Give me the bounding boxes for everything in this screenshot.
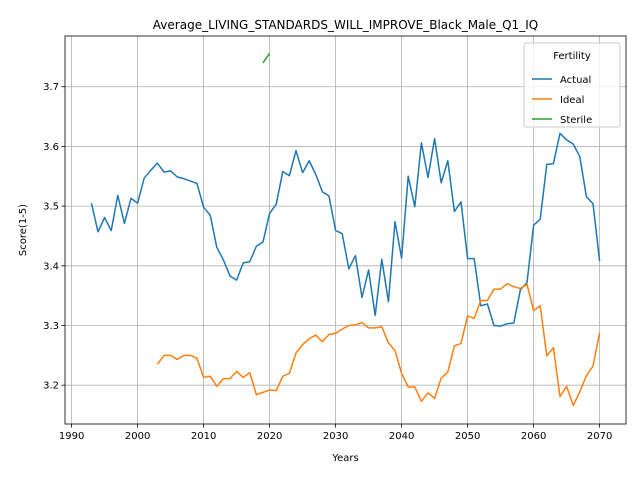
series-line-actual xyxy=(90,132,601,327)
legend-label-ideal: Ideal xyxy=(560,95,584,106)
x-tick-label: 2010 xyxy=(191,431,216,442)
legend-label-actual: Actual xyxy=(560,75,591,86)
plot-frame xyxy=(64,35,627,425)
x-tick-label: 2040 xyxy=(389,431,414,442)
x-axis-label: Years xyxy=(331,453,358,464)
legend-entries: Actual Ideal Sterile xyxy=(532,75,592,126)
ticks: 1990 2000 2010 2020 2030 2040 2050 2060 2070 3.2 3… xyxy=(43,82,612,442)
x-tick-label: 2070 xyxy=(587,431,612,442)
x-tick-label: 2060 xyxy=(521,431,546,442)
chart-title: Average_LIVING_STANDARDS_WILL_IMPROVE_Bl… xyxy=(153,18,538,32)
legend-box xyxy=(523,42,621,128)
x-tick-label: 2030 xyxy=(323,431,348,442)
x-tick-label: 2050 xyxy=(455,431,480,442)
series-line-ideal xyxy=(156,282,601,407)
series-line-sterile xyxy=(262,52,271,64)
legend: Fertility Actual Ideal Sterile xyxy=(523,42,621,128)
y-tick-label: 3.3 xyxy=(43,321,59,332)
x-tick-label: 1990 xyxy=(59,431,84,442)
x-tick-label: 2000 xyxy=(125,431,150,442)
y-tick-label: 3.6 xyxy=(43,142,59,153)
series-layer xyxy=(90,52,601,407)
legend-label-sterile: Sterile xyxy=(560,115,592,126)
y-axis-label: Score(1-5) xyxy=(18,204,29,256)
y-tick-label: 3.2 xyxy=(43,381,59,392)
legend-title: Fertility xyxy=(553,51,591,62)
x-tick-label: 2020 xyxy=(257,431,282,442)
y-tick-label: 3.4 xyxy=(43,261,59,272)
y-tick-label: 3.5 xyxy=(43,202,59,213)
y-tick-label: 3.7 xyxy=(43,82,59,93)
